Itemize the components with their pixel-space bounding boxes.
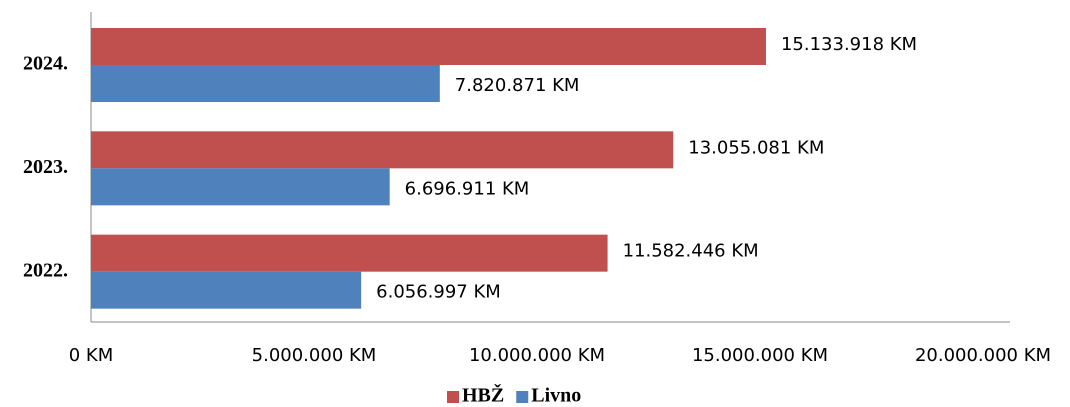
bar [91, 168, 390, 206]
bar [91, 131, 674, 169]
data-label: 6.056.997 KM [376, 282, 501, 303]
bar [91, 271, 362, 309]
data-label: 15.133.918 KM [781, 34, 917, 55]
category-label: 2023. [23, 156, 68, 178]
bar [91, 28, 766, 65]
x-tick-label: 20.000.000 KM [915, 345, 1051, 366]
bar [91, 234, 608, 272]
legend-swatch [516, 391, 529, 403]
data-label: 13.055.081 KM [688, 137, 824, 158]
x-tick-label: 5.000.000 KM [252, 345, 377, 366]
category-label: 2024. [23, 53, 68, 75]
x-tick-label: 0 KM [69, 345, 114, 366]
x-tick-label: 15.000.000 KM [692, 345, 828, 366]
bar [91, 65, 440, 102]
x-tick-label: 10.000.000 KM [469, 345, 605, 366]
legend-label: Livno [531, 385, 581, 407]
legend-swatch [447, 391, 459, 403]
legend-label: HBŽ [462, 383, 504, 407]
data-label: 7.820.871 KM [455, 75, 580, 96]
data-label: 6.696.911 KM [405, 178, 530, 199]
category-label: 2022. [23, 259, 68, 281]
data-label: 11.582.446 KM [623, 241, 759, 262]
